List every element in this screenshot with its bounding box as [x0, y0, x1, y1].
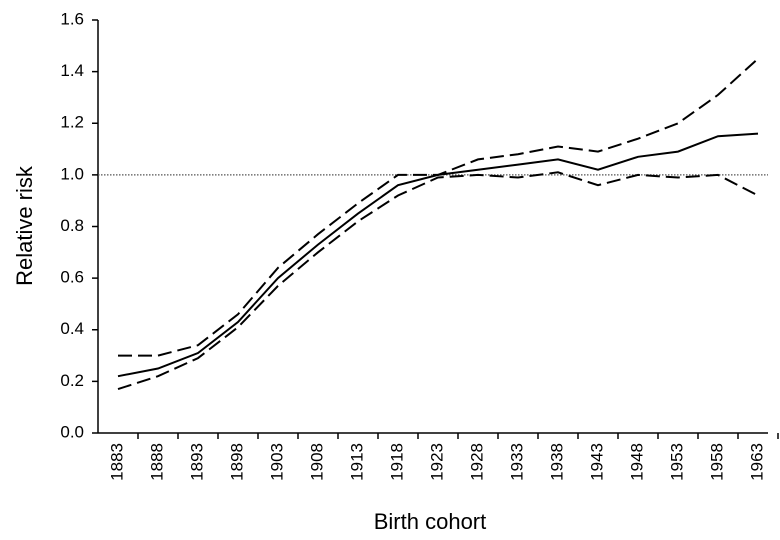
x-tick-label: 1908 — [307, 443, 326, 481]
y-tick-label: 0.8 — [60, 216, 84, 235]
x-tick-label: 1928 — [467, 443, 486, 481]
x-tick-label: 1893 — [187, 443, 206, 481]
x-tick-label: 1948 — [627, 443, 646, 481]
x-tick-label: 1923 — [427, 443, 446, 481]
line-series — [118, 57, 759, 357]
x-tick-label: 1958 — [707, 443, 726, 481]
x-tick-label: 1918 — [387, 443, 406, 481]
line-series — [117, 171, 759, 391]
x-tick-label: 1888 — [147, 443, 166, 481]
y-tick-label: 1.2 — [60, 113, 84, 132]
y-tick-label: 1.4 — [60, 61, 84, 80]
y-tick-label: 0.0 — [60, 422, 84, 441]
y-axis-label: Relative risk — [12, 165, 37, 286]
x-axis-label: Birth cohort — [374, 509, 487, 534]
line-series — [117, 132, 759, 378]
x-tick-label: 1898 — [227, 443, 246, 481]
x-tick-label: 1913 — [347, 443, 366, 481]
y-tick-label: 1.0 — [60, 164, 84, 183]
y-tick-label: 0.2 — [60, 371, 84, 390]
x-tick-label: 1938 — [547, 443, 566, 481]
x-tick-label: 1953 — [667, 443, 686, 481]
x-tick-label: 1933 — [507, 443, 526, 481]
y-tick-label: 1.6 — [60, 9, 84, 28]
x-tick-label: 1963 — [747, 443, 766, 481]
y-tick-label: 0.4 — [60, 319, 84, 338]
y-tick-label: 0.6 — [60, 268, 84, 287]
x-tick-label: 1943 — [587, 443, 606, 481]
x-tick-label: 1883 — [107, 443, 126, 481]
x-tick-label: 1903 — [267, 443, 286, 481]
